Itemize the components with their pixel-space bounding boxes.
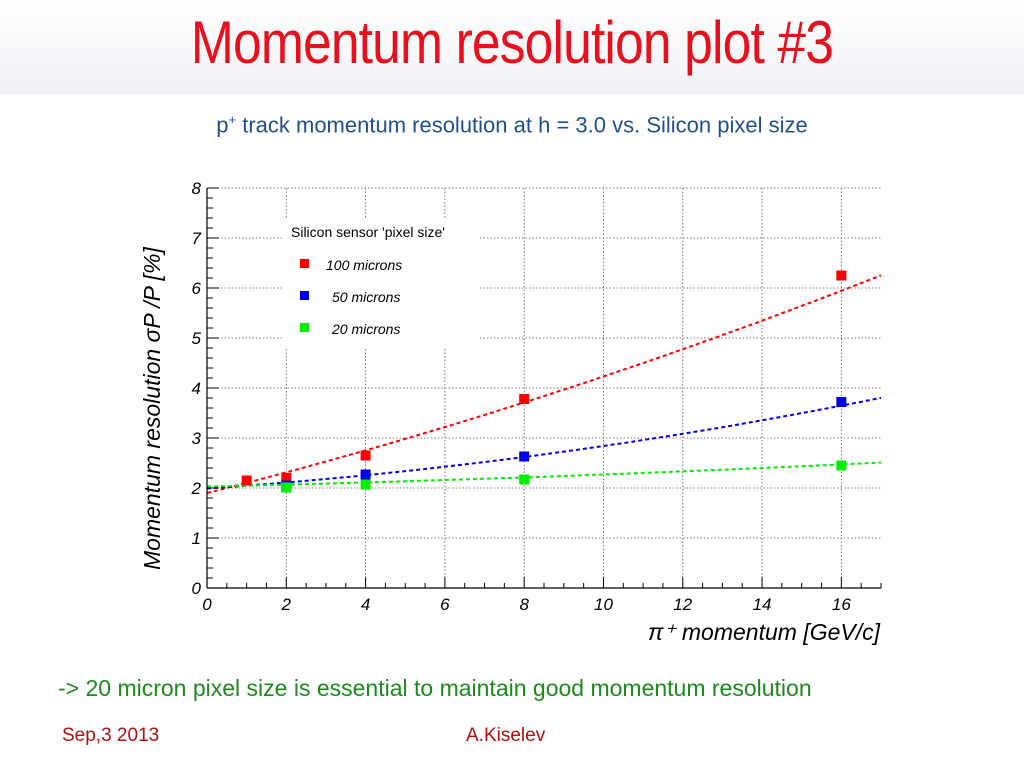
x-tick-label: 0 <box>202 595 212 614</box>
y-tick-label: 6 <box>192 279 202 298</box>
data-point-100-microns <box>281 473 292 483</box>
legend-marker <box>300 291 309 300</box>
footer-author: A.Kiselev <box>466 725 546 746</box>
subtitle-text: track momentum resolution at h = 3.0 vs.… <box>236 112 808 138</box>
data-point-20-microns <box>360 479 371 490</box>
data-point-50-microns <box>836 397 847 407</box>
slide-title: Momentum resolution plot #3 <box>190 9 834 76</box>
data-point-100-microns <box>519 394 530 404</box>
subtitle-superscript: + <box>228 112 237 127</box>
fit-line-20-microns <box>206 461 882 488</box>
x-tick-label: 2 <box>281 595 292 614</box>
y-tick-label: 3 <box>192 429 202 448</box>
legend-box <box>283 218 479 348</box>
x-tick-label: 12 <box>673 595 692 614</box>
footer-date: Sep,3 2013 <box>62 725 160 746</box>
x-tick-label: 4 <box>361 595 370 614</box>
legend-marker <box>300 259 309 268</box>
data-point-20-microns <box>519 474 530 485</box>
y-tick-label: 7 <box>192 229 202 248</box>
x-tick-label: 10 <box>594 595 613 614</box>
y-axis-label: Momentum resolution σP /P [%] <box>139 247 165 570</box>
title-band <box>0 0 1024 94</box>
data-point-20-microns <box>281 482 292 493</box>
chart-data-points <box>241 270 847 493</box>
x-tick-label: 8 <box>519 595 529 614</box>
legend-title: Silicon sensor 'pixel size' <box>291 224 445 240</box>
conclusion-text: -> 20 micron pixel size is essential to … <box>58 675 812 701</box>
data-point-100-microns <box>836 270 847 281</box>
data-point-50-microns <box>519 451 530 462</box>
chart-fit-lines <box>206 274 882 494</box>
x-tick-label: 6 <box>440 595 450 614</box>
data-point-100-microns <box>360 450 371 461</box>
x-tick-label: 16 <box>832 595 851 614</box>
legend-marker <box>300 323 309 332</box>
fit-line-50-microns <box>206 396 882 490</box>
slide-subtitle: p+ track momentum resolution at h = 3.0 … <box>0 112 1024 138</box>
y-tick-label: 0 <box>192 579 202 598</box>
fit-line-100-microns <box>206 274 882 494</box>
subtitle-prefix: p <box>216 112 229 138</box>
data-point-50-microns <box>360 469 371 480</box>
data-point-20-microns <box>836 460 847 471</box>
y-tick-label: 2 <box>191 479 202 498</box>
chart-legend: Silicon sensor 'pixel size' 100 microns 5… <box>283 218 479 348</box>
data-point-100-microns <box>241 475 252 486</box>
y-tick-label: 1 <box>192 529 201 548</box>
legend-entry-label: 100 microns <box>326 257 402 273</box>
legend-entry-label: 50 microns <box>332 289 400 305</box>
legend-entry-label: 20 microns <box>331 321 400 337</box>
y-tick-label: 4 <box>192 379 201 398</box>
x-axis-label: π⁺ momentum [GeV/c] <box>648 619 881 645</box>
y-tick-label: 5 <box>192 329 202 348</box>
y-tick-label: 8 <box>192 179 202 198</box>
x-tick-label: 14 <box>753 595 772 614</box>
